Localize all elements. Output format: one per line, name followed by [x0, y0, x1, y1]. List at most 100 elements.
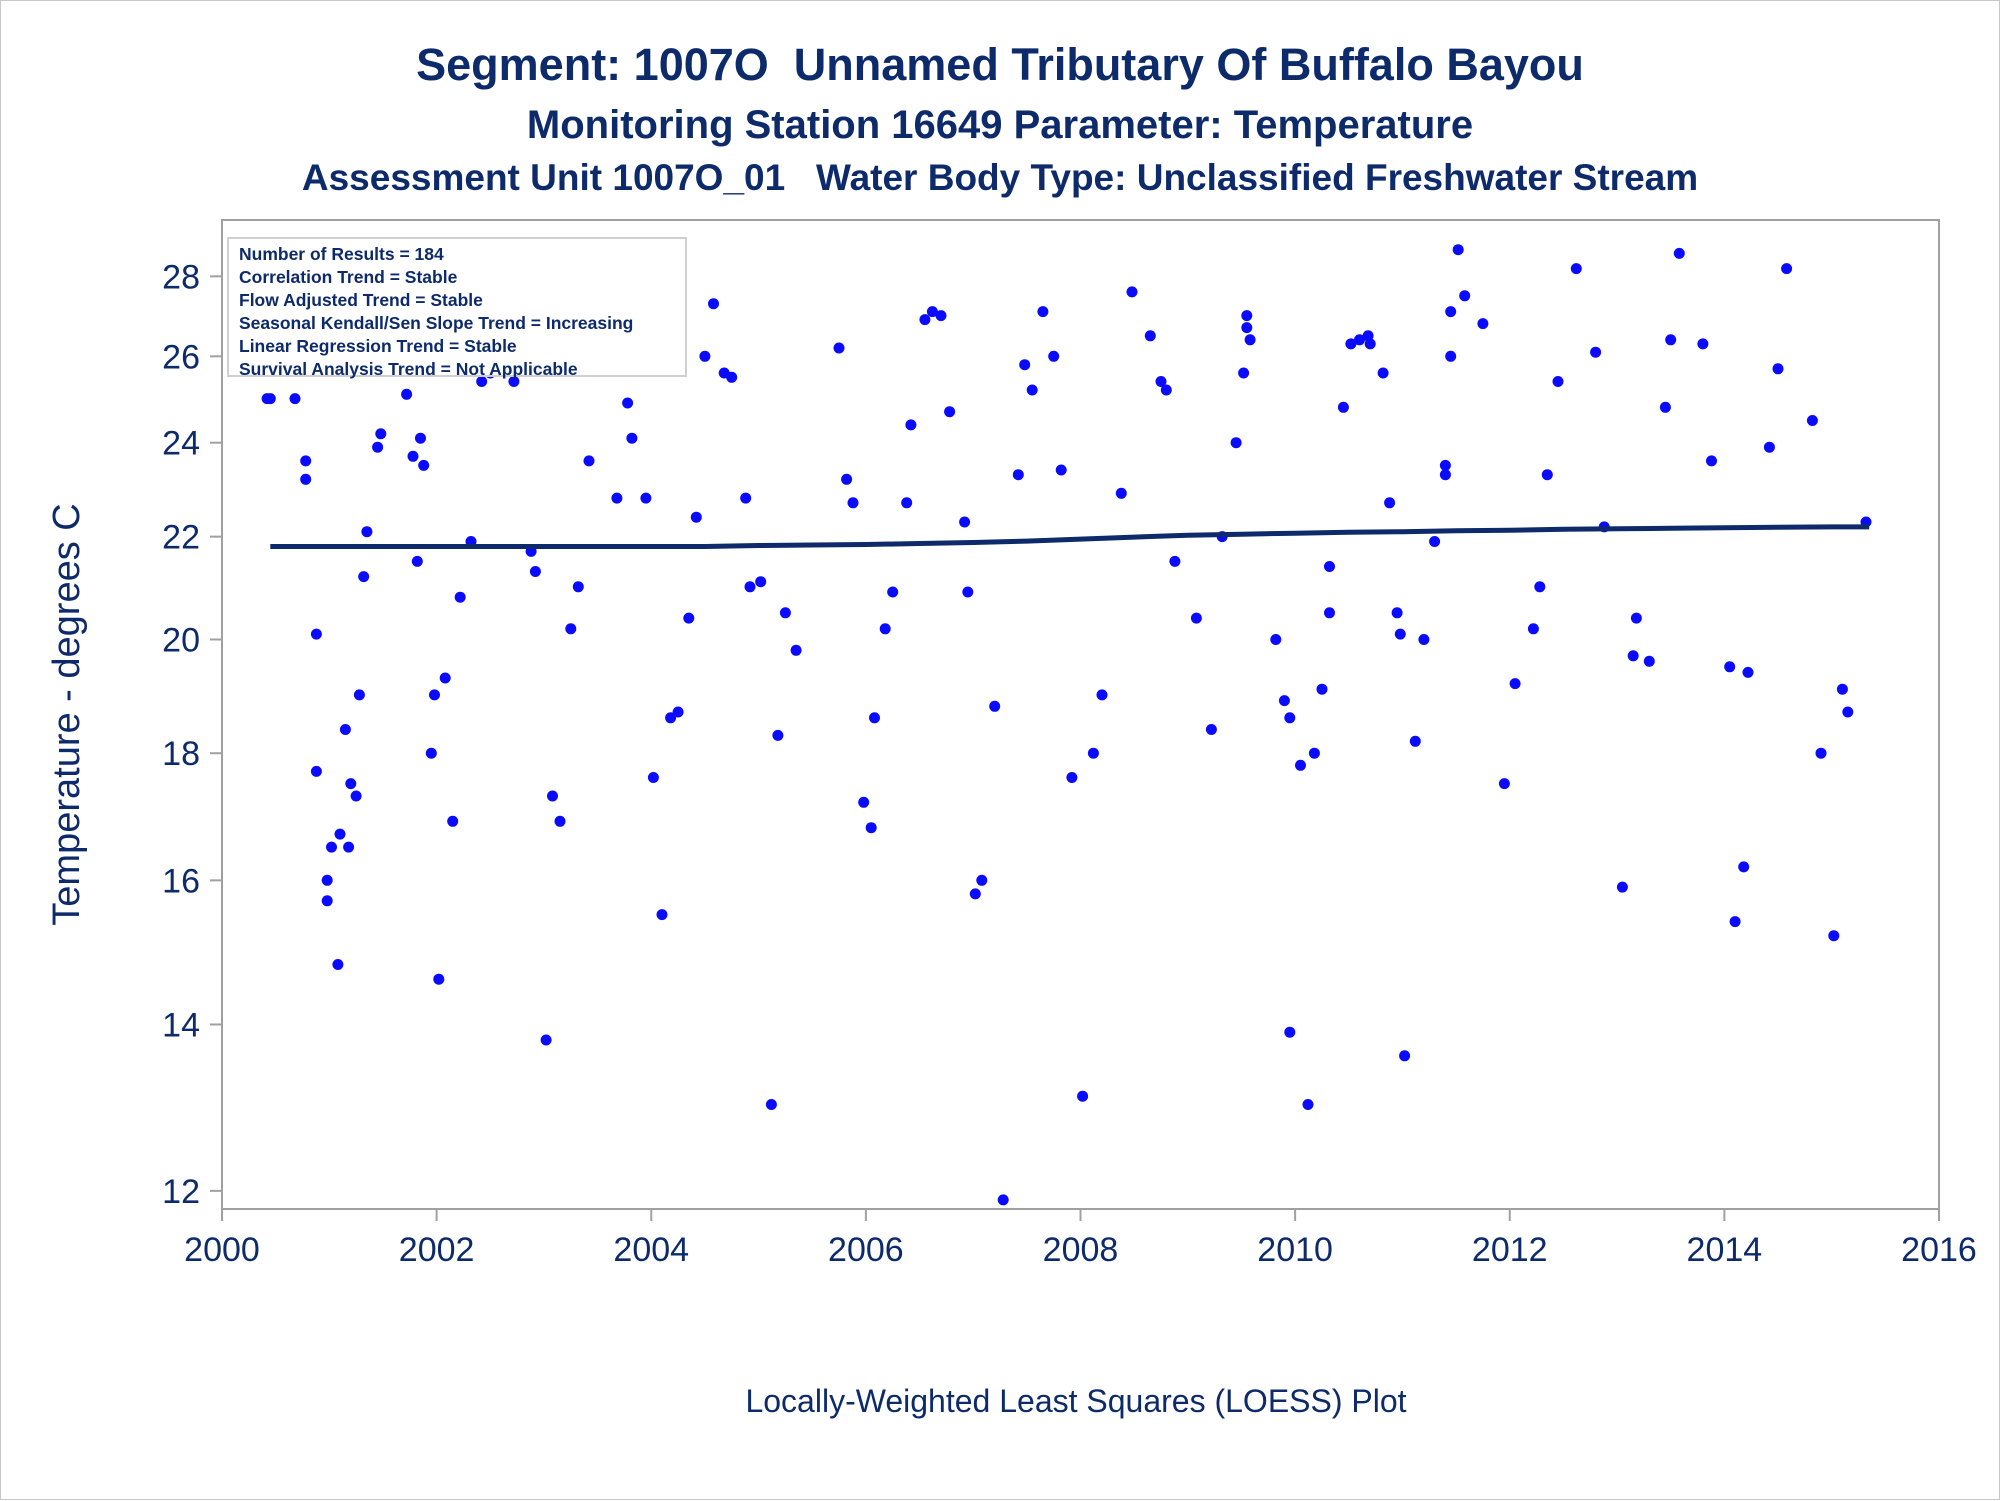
data-point: [1284, 712, 1296, 724]
data-point: [1665, 334, 1677, 346]
data-point: [708, 298, 719, 310]
data-point: [1238, 367, 1250, 379]
y-tick-label-16: 16: [162, 862, 200, 900]
data-point: [1781, 263, 1793, 275]
stat-flow-adjusted-trend: Flow Adjusted Trend = Stable: [239, 290, 483, 310]
data-point: [1394, 628, 1406, 640]
data-point: [433, 973, 445, 985]
data-point: [407, 450, 419, 462]
data-point: [626, 432, 638, 444]
data-point: [841, 473, 853, 485]
data-point: [744, 581, 756, 593]
data-point: [1364, 338, 1376, 350]
data-point: [339, 724, 351, 735]
y-tick-label-22: 22: [162, 519, 200, 557]
data-point: [529, 566, 541, 577]
data-point: [1399, 1050, 1411, 1062]
data-point: [919, 314, 931, 326]
data-point: [300, 473, 312, 485]
x-tick-label-2012: 2012: [1472, 1231, 1548, 1269]
data-point: [1842, 706, 1854, 718]
data-point: [969, 888, 981, 900]
data-point: [289, 393, 301, 405]
data-point: [997, 1194, 1009, 1206]
data-point: [1439, 469, 1451, 481]
data-point: [765, 1099, 777, 1110]
data-point: [1643, 655, 1655, 667]
data-point: [1026, 384, 1038, 396]
data-point: [1244, 334, 1256, 346]
data-point: [343, 841, 355, 853]
data-point: [1230, 437, 1242, 449]
data-point: [332, 959, 344, 970]
data-point: [1278, 695, 1290, 707]
data-point: [1570, 263, 1582, 275]
data-point: [1087, 747, 1099, 759]
data-point: [640, 492, 652, 504]
plot-method-footnote: Locally-Weighted Least Squares (LOESS) P…: [745, 1383, 1407, 1419]
stat-seasonal-kendall-trend: Seasonal Kendall/Sen Slope Trend = Incre…: [239, 313, 634, 333]
data-point: [429, 689, 440, 701]
data-point: [1096, 689, 1108, 701]
data-point: [865, 822, 877, 834]
data-point: [1302, 1099, 1314, 1110]
data-point: [887, 586, 899, 598]
data-point: [1324, 561, 1335, 572]
data-point: [1384, 497, 1396, 509]
data-point: [1055, 464, 1067, 476]
data-point: [1066, 772, 1078, 783]
data-point: [310, 628, 322, 640]
chart-subtitle-station: Monitoring Station 16649 Parameter: Temp…: [526, 103, 1474, 147]
data-point: [926, 306, 938, 318]
data-point: [1828, 930, 1840, 942]
data-point: [1270, 634, 1282, 645]
data-point: [989, 700, 1001, 712]
data-point: [1673, 247, 1685, 259]
data-point: [1037, 306, 1049, 318]
data-point: [1459, 290, 1471, 302]
stat-linear-regression-trend: Linear Regression Trend = Stable: [239, 336, 517, 356]
data-point: [1742, 666, 1754, 678]
data-point: [1534, 581, 1546, 593]
data-point: [772, 729, 784, 741]
data-point: [1429, 536, 1441, 547]
data-point: [1659, 401, 1671, 413]
data-point: [415, 432, 426, 444]
x-tick-label-2008: 2008: [1043, 1231, 1119, 1269]
data-point: [372, 441, 384, 453]
y-tick-label-18: 18: [162, 735, 200, 773]
data-point: [547, 790, 558, 802]
data-point: [1155, 376, 1167, 387]
data-point: [755, 576, 767, 588]
data-point: [1527, 623, 1539, 635]
data-point: [1324, 607, 1335, 619]
data-point: [326, 841, 337, 853]
data-point: [858, 796, 870, 808]
data-point: [411, 555, 423, 567]
data-point: [565, 623, 577, 635]
x-tick-label-2002: 2002: [399, 1231, 475, 1269]
data-point: [1126, 286, 1138, 298]
x-axis: 2000 2002 2004 2006 2008 2010 2012 2014 2016: [184, 1209, 1977, 1269]
data-point: [1806, 415, 1818, 426]
data-point: [690, 511, 702, 523]
y-axis-label: Temperature - degrees C: [46, 503, 88, 925]
data-point: [833, 342, 845, 354]
data-point: [1077, 1090, 1089, 1102]
data-point: [1630, 612, 1642, 624]
data-points: [261, 244, 1872, 1206]
data-point: [905, 419, 917, 431]
data-point: [358, 571, 370, 583]
data-point: [779, 607, 791, 619]
data-point: [1418, 634, 1430, 645]
data-point: [300, 455, 312, 467]
data-point: [1445, 350, 1457, 362]
data-point: [361, 526, 373, 538]
data-point: [1706, 455, 1717, 467]
data-point: [554, 815, 566, 827]
x-tick-label-2004: 2004: [613, 1231, 689, 1269]
data-point: [1552, 376, 1564, 387]
y-axis: 12 14 16 18 20 22 24 26 28: [162, 258, 222, 1211]
